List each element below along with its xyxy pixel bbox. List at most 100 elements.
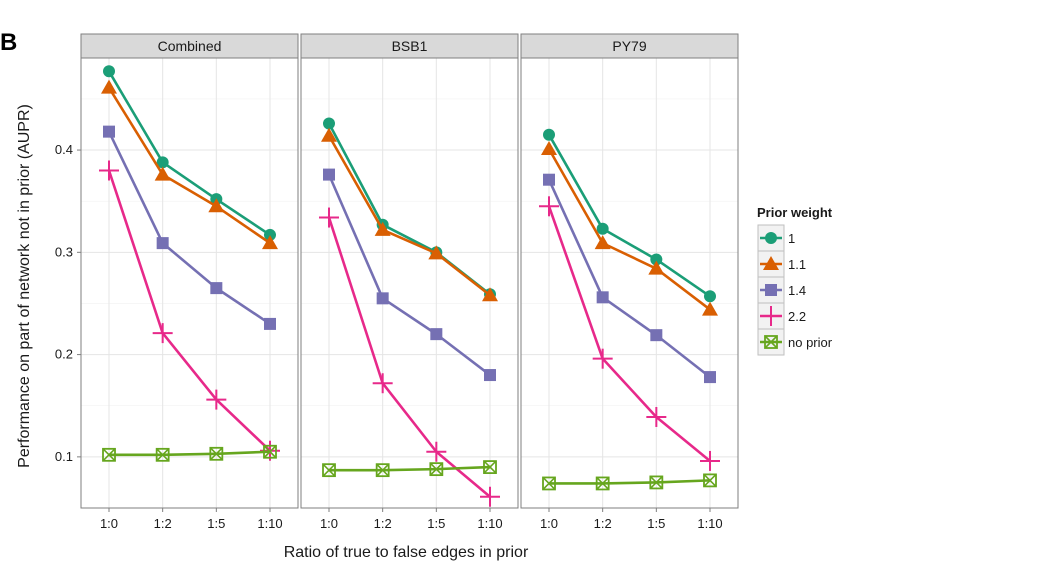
data-point-box: [155, 447, 170, 462]
data-point-box: [595, 476, 610, 491]
data-point: [484, 369, 496, 382]
data-point-box: [483, 460, 497, 474]
x-axis-title: Ratio of true to false edges in prior: [284, 544, 529, 561]
legend-label: 1: [788, 231, 795, 246]
data-point: [210, 282, 223, 295]
series-line: [327, 174, 491, 377]
data-point-box: [429, 462, 444, 477]
series-no-prior: [322, 460, 497, 478]
legend: Prior weight 1 1.1 1.4 2.2 no prior: [757, 205, 833, 356]
data-point-d2: [209, 447, 223, 461]
data-point-box: [703, 473, 717, 488]
data-point: [650, 253, 663, 266]
data-point-d2: [102, 448, 116, 462]
legend-item-1.4: 1.4: [757, 276, 806, 304]
y-tick-label: 0.2: [55, 347, 73, 362]
data-point: [541, 141, 557, 156]
data-point-d2: [429, 462, 443, 476]
x-tick-label: 1:2: [594, 516, 612, 531]
series-line: [107, 70, 271, 237]
panel-title: PY79: [612, 38, 646, 54]
data-point: [543, 128, 555, 141]
x-tick-label: 1:2: [154, 516, 172, 531]
x-tick-label: 1:0: [100, 516, 118, 531]
data-point: [543, 173, 555, 186]
data-point: [375, 463, 390, 478]
data-point: [103, 65, 115, 78]
panel-py79: PY79 1:0 1:2 1:5 1:10: [520, 33, 739, 531]
data-point-box: [209, 446, 224, 461]
legend-item-1: 1: [757, 224, 795, 252]
data-point: [704, 290, 716, 303]
x-tick-label: 1:0: [540, 516, 558, 531]
series-line: [329, 465, 491, 472]
data-point-d2: [263, 445, 277, 459]
data-point: [426, 441, 447, 462]
data-point-d2: [322, 463, 336, 477]
panel-title: BSB1: [392, 38, 428, 54]
y-tick-label: 0.1: [55, 449, 73, 464]
data-point: [429, 462, 444, 477]
data-point: [428, 245, 445, 260]
legend-item-1.1: 1.1: [757, 250, 806, 278]
data-point: [539, 196, 559, 217]
series-no-prior: [102, 444, 277, 462]
panel-border: [520, 57, 739, 509]
data-point: [483, 460, 497, 474]
data-point-d2: [542, 476, 556, 491]
data-point: [702, 301, 718, 316]
x-tick-label: 1:10: [697, 516, 722, 531]
data-point: [103, 125, 115, 138]
series-1.4: [323, 168, 496, 382]
x-tick-label: 1:10: [477, 516, 502, 531]
legend-marker: [765, 284, 777, 296]
panel-title: Combined: [158, 38, 222, 54]
series-1.1: [541, 141, 718, 316]
y-tick-label: 0.3: [55, 244, 73, 259]
x-tick-label: 1:5: [427, 516, 445, 531]
x-tick-label: 1:10: [257, 516, 282, 531]
data-point-d2: [649, 475, 663, 489]
legend-item-2.2: 2.2: [757, 302, 806, 330]
plot-background: [301, 58, 518, 508]
y-axis-title: Performance on part of network not in pr…: [16, 104, 33, 468]
legend-title: Prior weight: [757, 205, 833, 220]
data-point: [323, 117, 335, 130]
data-point: [596, 222, 609, 235]
legend-marker-box: [764, 335, 778, 349]
data-point: [592, 348, 613, 369]
legend-label: 2.2: [788, 309, 806, 324]
data-point: [323, 168, 335, 181]
y-tick-label: 0.4: [55, 142, 73, 157]
data-point: [155, 447, 170, 462]
series-line: [327, 217, 491, 498]
x-tick-label: 1:2: [374, 516, 392, 531]
legend-marker-d2: [764, 335, 778, 349]
data-point: [321, 127, 337, 142]
x-tick-label: 1:5: [647, 516, 665, 531]
series-1.1: [321, 127, 498, 302]
data-point: [650, 329, 663, 342]
panel-strip: [300, 33, 519, 59]
data-point: [594, 235, 611, 250]
data-point: [156, 156, 169, 169]
series-no-prior: [542, 473, 717, 491]
data-point: [596, 291, 609, 304]
data-point: [595, 476, 610, 491]
data-point: [648, 260, 665, 275]
data-point: [542, 476, 556, 491]
panel-border: [80, 57, 299, 509]
data-point: [154, 166, 171, 181]
gridlines: [301, 58, 518, 509]
panel-strip: [80, 33, 299, 59]
data-point: [206, 389, 227, 410]
data-point-d2: [376, 463, 390, 477]
y-axis: 0.1 0.2 0.3 0.4: [55, 142, 81, 464]
plot-background: [521, 58, 738, 508]
data-point: [99, 160, 119, 181]
panel-bsb1: BSB1 1:0 1:2 1:5 1:10: [300, 33, 519, 531]
panel-combined: Combined 1:0 1:2 1:5 1:10: [80, 33, 299, 531]
data-point-box: [263, 444, 277, 459]
data-point: [264, 228, 276, 241]
